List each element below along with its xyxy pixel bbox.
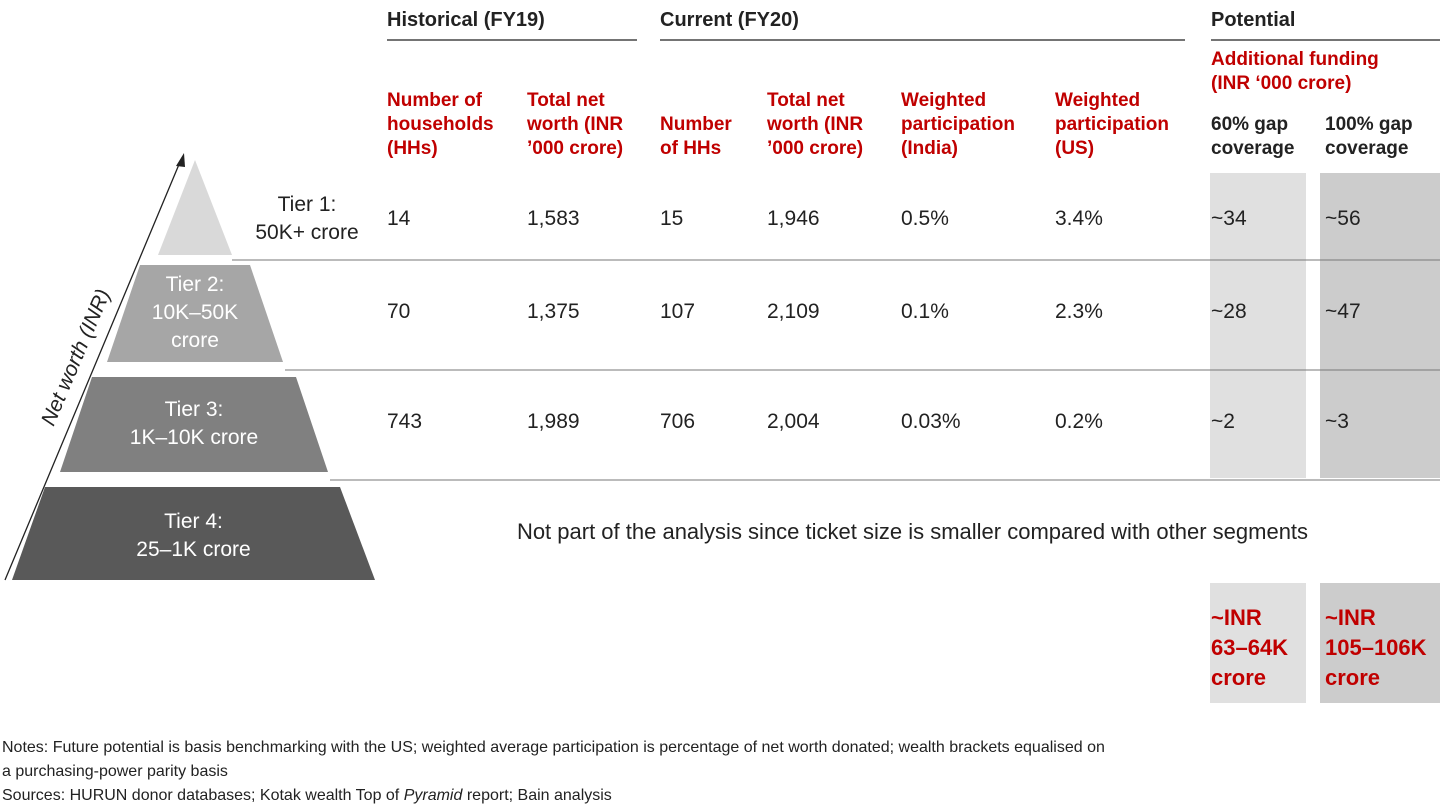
tier-1-shape (158, 160, 232, 255)
axis-arrow (4, 161, 181, 581)
column-header: 60% gap coverage (1211, 114, 1295, 159)
tier-2-shape (107, 265, 283, 362)
sources-text: report; Bain analysis (462, 787, 612, 804)
cell: 1,583 (527, 207, 580, 230)
cell: ~34 (1211, 207, 1247, 230)
notes: Notes: Future potential is basis benchma… (2, 739, 1105, 780)
total: ~INR 63–64K crore (1211, 605, 1289, 690)
cell: 14 (387, 207, 411, 230)
tier-3-shape (60, 377, 328, 472)
cell: 706 (660, 410, 696, 433)
sources: Sources: HURUN donor databases; Kotak we… (2, 784, 612, 808)
cell: 107 (660, 300, 696, 323)
group-title: Potential (1211, 9, 1296, 31)
cell: 0.2% (1055, 410, 1103, 433)
column-header: Weighted participation (US) (1055, 90, 1170, 159)
column-header: Weighted participation (India) (901, 90, 1016, 159)
column-shade (1210, 173, 1306, 478)
column-header: Total net worth (INR ’000 crore) (767, 90, 864, 159)
cell: 2.3% (1055, 300, 1103, 323)
cell: ~2 (1211, 410, 1235, 433)
cell: ~3 (1325, 410, 1349, 433)
cell: ~56 (1325, 207, 1361, 230)
cell: 0.03% (901, 410, 961, 433)
total: ~INR 105–106K crore (1325, 605, 1427, 690)
sources-text: Sources: HURUN donor databases; Kotak we… (2, 787, 404, 804)
cell: 70 (387, 300, 411, 323)
cell: ~47 (1325, 300, 1361, 323)
tier-label: Tier 2: 10K–50K crore (151, 273, 239, 352)
total-shade (1320, 583, 1440, 703)
tier-4-note: Not part of the analysis since ticket si… (516, 519, 1309, 544)
total-shade (1210, 583, 1306, 703)
cell: 2,109 (767, 300, 820, 323)
cell: 15 (660, 207, 684, 230)
tier-4-shape (12, 487, 375, 580)
cell: 1,946 (767, 207, 820, 230)
column-shade (1320, 173, 1440, 478)
tier-label: Tier 3: 1K–10K crore (129, 398, 259, 449)
cell: 0.5% (901, 207, 949, 230)
column-header: Number of HHs (660, 114, 732, 159)
column-header: Number of households (HHs) (387, 90, 494, 159)
cell: 3.4% (1055, 207, 1103, 230)
group-title: Current (FY20) (660, 9, 799, 31)
cell: 2,004 (767, 410, 820, 433)
sources-italic: Pyramid (403, 787, 463, 804)
cell: 1,375 (527, 300, 580, 323)
cell: 0.1% (901, 300, 949, 323)
column-header: 100% gap coverage (1325, 114, 1413, 159)
group-title: Historical (FY19) (387, 9, 545, 31)
cell: 743 (387, 410, 423, 433)
tier-label: Tier 1: 50K+ crore (255, 193, 359, 244)
column-header: Total net worth (INR ’000 crore) (527, 90, 624, 159)
tier-label: Tier 4: 25–1K crore (136, 510, 251, 561)
cell: 1,989 (527, 410, 580, 433)
group-subtitle: Additional funding (INR ‘000 crore) (1211, 49, 1379, 94)
arrow-head (176, 153, 185, 167)
cell: ~28 (1211, 300, 1247, 323)
